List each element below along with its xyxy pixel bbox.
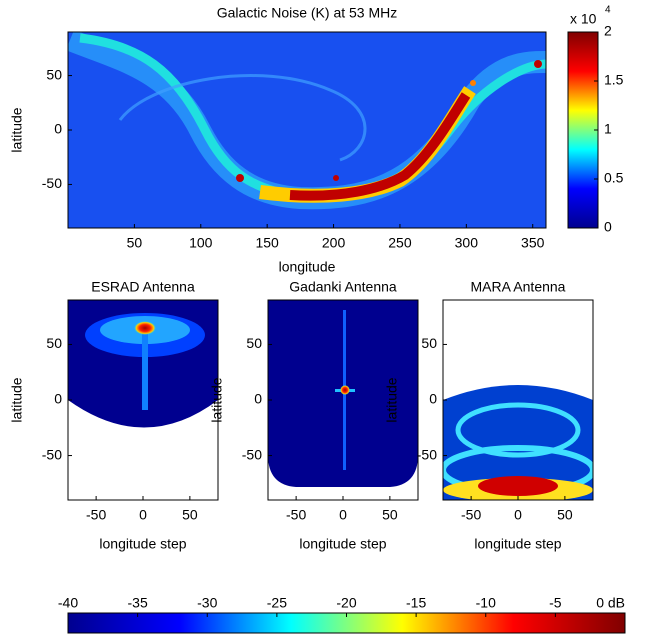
y-tick-label: 50	[246, 335, 262, 351]
mara-pattern	[443, 300, 593, 500]
x-tick-label: 0	[514, 507, 522, 523]
y-tick-label: -50	[42, 446, 62, 462]
colorbar-tick-label: -30	[197, 595, 217, 611]
y-tick-label: -50	[242, 446, 262, 462]
y-tick-label: 0	[429, 391, 437, 407]
colorbar-tick-label: -15	[406, 595, 426, 611]
colorbar-tick-label: 0	[604, 219, 612, 235]
x-tick-label: -50	[286, 507, 306, 523]
x-tick-label: 250	[388, 235, 412, 251]
esrad-pattern	[68, 300, 218, 500]
y-tick-label: 0	[54, 391, 62, 407]
x-tick-label: 100	[189, 235, 213, 251]
y-tick-label: 0	[54, 121, 62, 137]
y-tick-label: 50	[421, 335, 437, 351]
y-tick-label: -50	[417, 446, 437, 462]
colorbar-tick-label: 2	[604, 23, 612, 39]
colorbar-tick-label: -10	[476, 595, 496, 611]
x-axis-label: longitude	[279, 259, 336, 275]
colorbar-tick-label: -40	[58, 595, 78, 611]
colorbar-tick-label: -35	[128, 595, 148, 611]
x-tick-label: 150	[255, 235, 279, 251]
sky-map	[68, 32, 546, 228]
colorbar-tick-label: 1.5	[604, 72, 624, 88]
x-axis-label: longitude step	[99, 536, 186, 552]
chart-title: ESRAD Antenna	[91, 279, 195, 295]
colorbar-tick-label: -20	[336, 595, 356, 611]
y-tick-label: 50	[46, 66, 62, 82]
x-tick-label: 0	[339, 507, 347, 523]
x-tick-label: 50	[127, 235, 143, 251]
y-axis-label: latitude	[209, 377, 225, 422]
y-tick-label: 50	[46, 335, 62, 351]
chart-title: MARA Antenna	[471, 279, 566, 295]
colorbar-multiplier: x 10	[570, 11, 597, 27]
colorbar-tick-label: 0.5	[604, 170, 624, 186]
y-axis-label: latitude	[9, 107, 25, 152]
colorbar-tick-label: -25	[267, 595, 287, 611]
x-tick-label: 50	[557, 507, 573, 523]
chart-title: Gadanki Antenna	[289, 279, 397, 295]
x-tick-label: 0	[139, 507, 147, 523]
x-tick-label: 50	[382, 507, 398, 523]
colorbar-tick-label: 1	[604, 121, 612, 137]
x-axis-label: longitude step	[474, 536, 561, 552]
colorbar-tick-label: 0 dB	[596, 595, 625, 611]
x-tick-label: -50	[461, 507, 481, 523]
colorbar-tick-label: -5	[549, 595, 562, 611]
y-tick-label: 0	[254, 391, 262, 407]
y-axis-label: latitude	[384, 377, 400, 422]
x-tick-label: 200	[322, 235, 346, 251]
colorbar	[567, 31, 599, 229]
gadanki-pattern	[268, 300, 418, 500]
y-tick-label: -50	[42, 175, 62, 191]
x-tick-label: 50	[182, 507, 198, 523]
y-axis-label: latitude	[9, 377, 25, 422]
x-tick-label: 300	[455, 235, 479, 251]
colorbar-exponent: 4	[605, 5, 611, 16]
chart-title: Galactic Noise (K) at 53 MHz	[217, 5, 398, 21]
x-tick-label: -50	[86, 507, 106, 523]
x-axis-label: longitude step	[299, 536, 386, 552]
x-tick-label: 350	[521, 235, 545, 251]
